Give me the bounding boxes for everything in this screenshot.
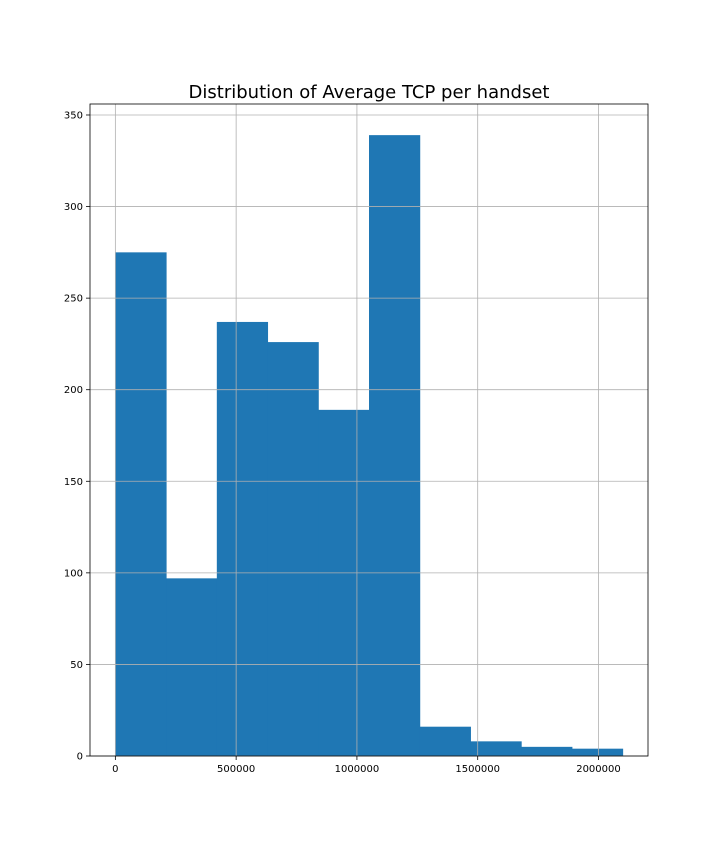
histogram-bars [115,135,624,756]
y-tick-label-5: 250 [64,294,83,305]
histogram-bar-0 [115,252,167,756]
x-tick-label-2: 1000000 [335,764,380,775]
x-tick-label-3: 1500000 [455,764,500,775]
x-tick-label-1: 500000 [217,764,255,775]
histogram-bar-2 [216,321,269,756]
y-tick-label-6: 300 [64,202,83,213]
histogram-bar-8 [521,746,573,756]
y-tick-label-3: 150 [64,477,83,488]
x-tick-label-4: 2000000 [576,764,621,775]
y-axis-ticks: 0 50 100 150 200 250 300 350 [64,110,90,763]
y-tick-label-1: 50 [70,660,83,671]
y-tick-label-0: 0 [77,752,83,763]
histogram-bar-6 [419,726,471,756]
x-tick-label-0: 0 [112,764,118,775]
histogram-bar-9 [571,748,624,756]
y-tick-label-7: 350 [64,110,83,121]
histogram-bar-7 [470,741,522,756]
histogram-bar-5 [369,135,421,756]
histogram-bar-3 [267,342,319,756]
chart-title: Distribution of Average TCP per handset [189,82,550,103]
histogram-bar-4 [318,409,370,756]
x-axis-ticks: 0 500000 1000000 1500000 2000000 [112,756,621,775]
plot-frame [89,103,649,757]
y-tick-label-2: 100 [64,568,83,579]
histogram-bar-1 [166,578,218,756]
axes [89,103,649,757]
y-tick-label-4: 200 [64,385,83,396]
